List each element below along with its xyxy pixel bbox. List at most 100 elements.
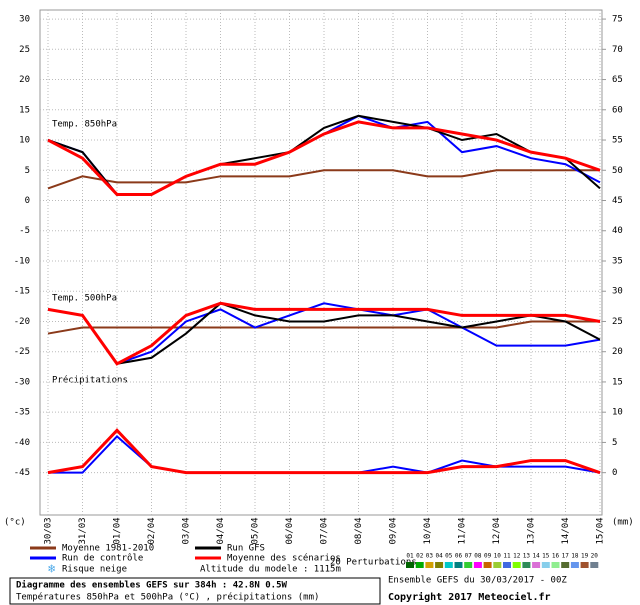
- x-tick-label: 09/04: [389, 517, 399, 544]
- perturbation-swatch: [406, 562, 414, 568]
- x-tick-label: 15/04: [596, 517, 606, 544]
- annotation: Temp. 500hPa: [52, 294, 117, 304]
- y-tick-label: 20: [19, 75, 30, 85]
- perturbation-swatch: [580, 562, 589, 568]
- copyright: Copyright 2017 Meteociel.fr: [388, 591, 551, 603]
- perturbation-label: 14: [532, 553, 540, 560]
- perturbation-swatch: [503, 562, 511, 568]
- perturbation-label: 05: [445, 553, 453, 560]
- perturbation-label: 10: [494, 553, 502, 560]
- perturbation-swatch: [425, 562, 434, 568]
- y2-tick-label: 70: [612, 45, 623, 55]
- y2-tick-label: 60: [612, 105, 623, 115]
- y2-tick-label: 10: [612, 408, 623, 418]
- y-tick-label: 5: [25, 166, 30, 176]
- y2-tick-label: 50: [612, 166, 623, 176]
- y2-tick-label: 55: [612, 136, 623, 146]
- y-tick-label: -10: [14, 256, 30, 266]
- perturbations-label: 20 Perturbations: [330, 558, 417, 568]
- y-tick-label: 10: [19, 136, 30, 146]
- y2-tick-label: 35: [612, 256, 623, 266]
- series-line: [47, 169, 600, 190]
- perturbation-label: 17: [562, 553, 570, 560]
- y-tick-label: -45: [14, 468, 30, 478]
- y2-unit: (mm): [612, 518, 634, 528]
- perturbation-swatch: [435, 562, 444, 568]
- perturbation-label: 08: [474, 553, 482, 560]
- series-line: [47, 120, 601, 196]
- perturbation-label: 15: [542, 553, 550, 560]
- perturbation-label: 01: [406, 553, 414, 560]
- perturbation-label: 04: [435, 553, 443, 560]
- subtitle: Températures 850hPa et 500hPa (°C) , pré…: [16, 592, 319, 603]
- series-line: [47, 302, 601, 365]
- y-tick-label: -15: [14, 287, 30, 297]
- perturbation-swatch: [473, 562, 482, 568]
- y2-tick-label: 5: [612, 438, 617, 448]
- perturbation-swatch: [454, 562, 463, 568]
- x-tick-label: 04/04: [216, 517, 226, 544]
- perturbation-swatch: [551, 562, 560, 568]
- perturbation-label: 20: [591, 553, 599, 560]
- perturbation-label: 12: [513, 553, 521, 560]
- y2-tick-label: 25: [612, 317, 623, 327]
- x-tick-label: 30/03: [44, 517, 54, 544]
- perturbation-swatch: [483, 562, 492, 568]
- x-tick-label: 02/04: [147, 517, 157, 544]
- x-tick-label: 01/04: [113, 517, 123, 544]
- y-tick-label: 15: [19, 105, 30, 115]
- legend-label: Moyenne 1981-2010: [62, 544, 154, 554]
- perturbation-swatch: [512, 562, 521, 568]
- perturbation-label: 03: [426, 553, 434, 560]
- perturbation-swatch: [541, 562, 550, 568]
- y2-tick-label: 75: [612, 15, 623, 25]
- perturbation-label: 11: [503, 553, 511, 560]
- snow-icon: ❄: [48, 562, 55, 576]
- x-tick-label: 06/04: [285, 517, 295, 544]
- snow-label: Risque neige: [62, 565, 127, 575]
- perturbation-label: 16: [552, 553, 560, 560]
- legend-label: Moyenne des scénarios: [227, 553, 341, 564]
- perturbation-swatch: [493, 562, 502, 568]
- perturbation-label: 07: [465, 553, 473, 560]
- y2-tick-label: 20: [612, 347, 623, 357]
- perturbation-label: 19: [581, 553, 589, 560]
- y-tick-label: 0: [25, 196, 30, 206]
- perturbation-swatch: [532, 562, 541, 568]
- y2-tick-label: 45: [612, 196, 623, 206]
- y-tick-label: -30: [14, 377, 30, 387]
- altitude: Altitude du modele : 1115m: [200, 565, 341, 575]
- y-tick-label: -35: [14, 408, 30, 418]
- x-tick-label: 11/04: [458, 517, 468, 544]
- perturbation-swatch: [561, 562, 570, 568]
- y-tick-label: -5: [19, 226, 30, 236]
- y2-tick-label: 0: [612, 468, 617, 478]
- perturbation-swatch: [570, 562, 579, 568]
- perturbation-swatch: [444, 562, 453, 568]
- y2-tick-label: 65: [612, 75, 623, 85]
- x-tick-label: 03/04: [182, 517, 192, 544]
- y-tick-label: -20: [14, 317, 30, 327]
- perturbation-swatch: [464, 562, 473, 568]
- x-tick-label: 31/03: [78, 517, 88, 544]
- perturbation-swatch: [590, 562, 599, 568]
- y2-tick-label: 15: [612, 377, 623, 387]
- annotation: Temp. 850hPa: [52, 120, 117, 130]
- legend-label: Run de contrôle: [62, 553, 143, 564]
- y-unit: (°c): [4, 518, 26, 528]
- legend-label: Run GFS: [227, 544, 265, 554]
- series-line: [47, 301, 601, 366]
- y-tick-label: -25: [14, 347, 30, 357]
- x-tick-label: 07/04: [320, 517, 330, 544]
- y-tick-label: 25: [19, 45, 30, 55]
- x-tick-label: 12/04: [492, 517, 502, 544]
- series-line: [47, 302, 601, 365]
- perturbation-label: 18: [571, 553, 579, 560]
- series-line: [47, 320, 600, 335]
- x-tick-label: 05/04: [251, 517, 261, 544]
- plot-frame: [39, 9, 603, 516]
- info-box: [9, 577, 381, 605]
